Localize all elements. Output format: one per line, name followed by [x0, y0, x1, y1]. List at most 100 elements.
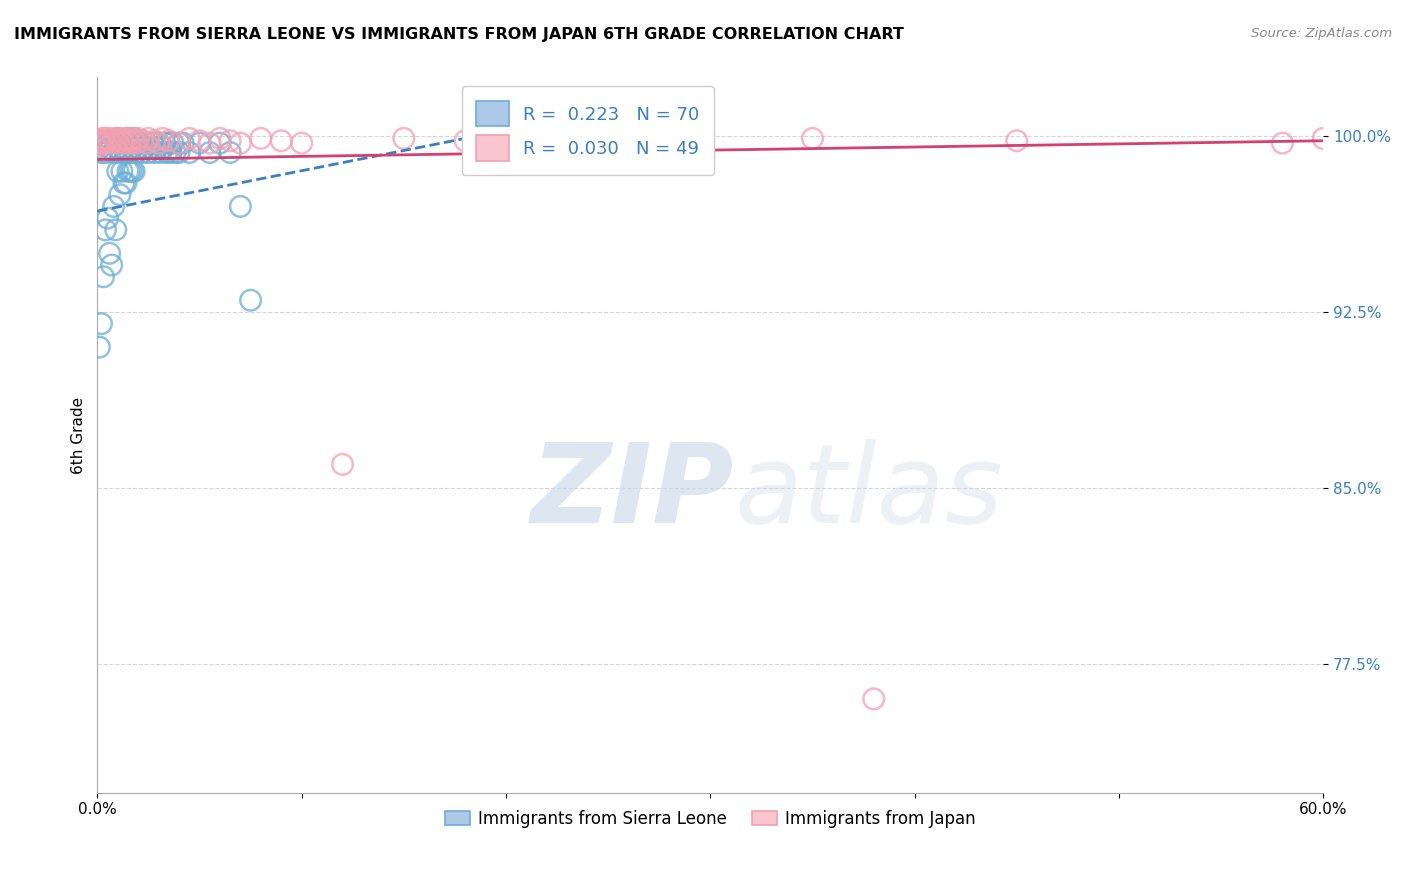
Point — [103, 199, 125, 213]
Point — [111, 134, 134, 148]
Point — [93, 131, 115, 145]
Point — [98, 141, 121, 155]
Point — [208, 131, 231, 145]
Point — [103, 145, 125, 160]
Point — [127, 141, 149, 155]
Point — [115, 176, 138, 190]
Point — [93, 131, 115, 145]
Text: Source: ZipAtlas.com: Source: ZipAtlas.com — [1251, 27, 1392, 40]
Point — [89, 134, 111, 148]
Point — [148, 136, 170, 150]
Point — [129, 136, 152, 150]
Point — [111, 136, 134, 150]
Point — [143, 145, 166, 160]
Point — [188, 136, 211, 150]
Point — [107, 131, 129, 145]
Point — [122, 134, 145, 148]
Point — [141, 136, 163, 150]
Point — [100, 258, 122, 272]
Point — [104, 136, 127, 150]
Point — [112, 141, 135, 155]
Y-axis label: 6th Grade: 6th Grade — [72, 396, 86, 474]
Point — [98, 134, 121, 148]
Point — [163, 145, 186, 160]
Point — [122, 136, 145, 150]
Point — [89, 141, 111, 155]
Point — [121, 131, 143, 145]
Point — [138, 131, 160, 145]
Point — [198, 136, 221, 150]
Point — [121, 141, 143, 155]
Point — [270, 134, 292, 148]
Point — [239, 293, 262, 308]
Point — [94, 145, 117, 160]
Text: atlas: atlas — [735, 439, 1004, 546]
Point — [112, 136, 135, 150]
Point — [1312, 131, 1334, 145]
Point — [118, 136, 141, 150]
Point — [135, 136, 157, 150]
Point — [208, 136, 231, 150]
Point — [167, 136, 190, 150]
Point — [111, 164, 134, 178]
Point — [117, 131, 139, 145]
Point — [104, 134, 127, 148]
Point — [108, 131, 131, 145]
Point — [148, 136, 170, 150]
Point — [100, 136, 122, 150]
Point — [1271, 136, 1294, 150]
Point — [115, 131, 138, 145]
Point — [157, 136, 180, 150]
Point — [117, 136, 139, 150]
Point — [93, 269, 115, 284]
Text: IMMIGRANTS FROM SIERRA LEONE VS IMMIGRANTS FROM JAPAN 6TH GRADE CORRELATION CHAR: IMMIGRANTS FROM SIERRA LEONE VS IMMIGRAN… — [14, 27, 904, 42]
Point — [90, 145, 112, 160]
Point — [801, 131, 824, 145]
Point — [172, 136, 194, 150]
Point — [121, 164, 143, 178]
Point — [862, 691, 884, 706]
Point — [139, 141, 162, 155]
Legend: Immigrants from Sierra Leone, Immigrants from Japan: Immigrants from Sierra Leone, Immigrants… — [439, 803, 983, 834]
Point — [115, 145, 138, 160]
Point — [134, 141, 156, 155]
Point — [131, 134, 153, 148]
Point — [198, 145, 221, 160]
Point — [179, 145, 201, 160]
Point — [167, 145, 190, 160]
Point — [89, 134, 111, 148]
Point — [179, 131, 201, 145]
Point — [131, 145, 153, 160]
Point — [145, 141, 167, 155]
Point — [94, 223, 117, 237]
Point — [107, 136, 129, 150]
Point — [94, 136, 117, 150]
Point — [122, 164, 145, 178]
Point — [152, 141, 174, 155]
Point — [100, 134, 122, 148]
Point — [160, 145, 183, 160]
Point — [108, 187, 131, 202]
Point — [125, 136, 148, 150]
Point — [598, 136, 620, 150]
Point — [90, 136, 112, 150]
Point — [122, 131, 145, 145]
Point — [188, 134, 211, 148]
Point — [219, 145, 242, 160]
Point — [118, 164, 141, 178]
Point — [135, 136, 157, 150]
Point — [118, 145, 141, 160]
Point — [149, 145, 172, 160]
Point — [143, 134, 166, 148]
Point — [156, 145, 179, 160]
Point — [229, 136, 252, 150]
Point — [127, 131, 149, 145]
Point — [90, 138, 112, 153]
Point — [138, 145, 160, 160]
Point — [392, 131, 415, 145]
Point — [167, 136, 190, 150]
Point — [108, 145, 131, 160]
Point — [157, 134, 180, 148]
Point — [98, 246, 121, 260]
Point — [454, 134, 477, 148]
